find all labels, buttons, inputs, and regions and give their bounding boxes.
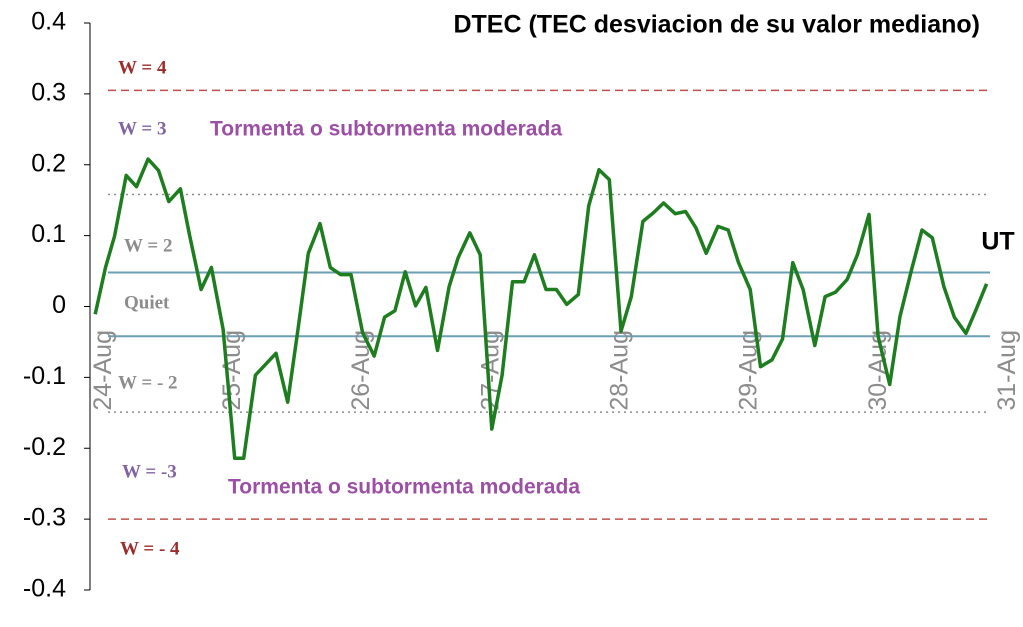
data-line [93,157,989,460]
chart-title: DTEC (TEC desviacion de su valor mediano… [453,11,980,39]
x-tick-label: 28-Aug [606,330,634,411]
y-tick-label: 0.2 [31,149,66,177]
annotation: Quiet [124,292,170,313]
annotation: W = - 2 [118,372,178,393]
annotation: W = 2 [124,235,172,256]
x-tick-label: 26-Aug [347,330,375,411]
y-tick-label: 0.1 [31,220,66,248]
x-tick-label: 31-Aug [993,330,1021,411]
y-tick-label: 0.4 [31,8,66,36]
annotation: W = -3 [122,461,177,482]
y-tick-label: -0.1 [23,362,66,390]
x-tick-label: 25-Aug [218,330,246,411]
y-tick-label: 0 [52,291,66,319]
annotation: Tormenta o subtormenta moderada [210,118,562,141]
annotation: W = 4 [118,57,167,78]
annotation: W = 3 [118,118,166,139]
x-tick-label: 24-Aug [89,330,117,411]
x-axis-label: UT [981,228,1014,256]
y-tick-label: 0.3 [31,78,66,106]
y-tick-label: -0.3 [23,504,66,532]
annotation: W = - 4 [120,538,180,559]
y-tick-label: -0.2 [23,433,66,461]
y-tick-label: -0.4 [23,575,66,603]
annotation: Tormenta o subtormenta moderada [228,476,580,499]
